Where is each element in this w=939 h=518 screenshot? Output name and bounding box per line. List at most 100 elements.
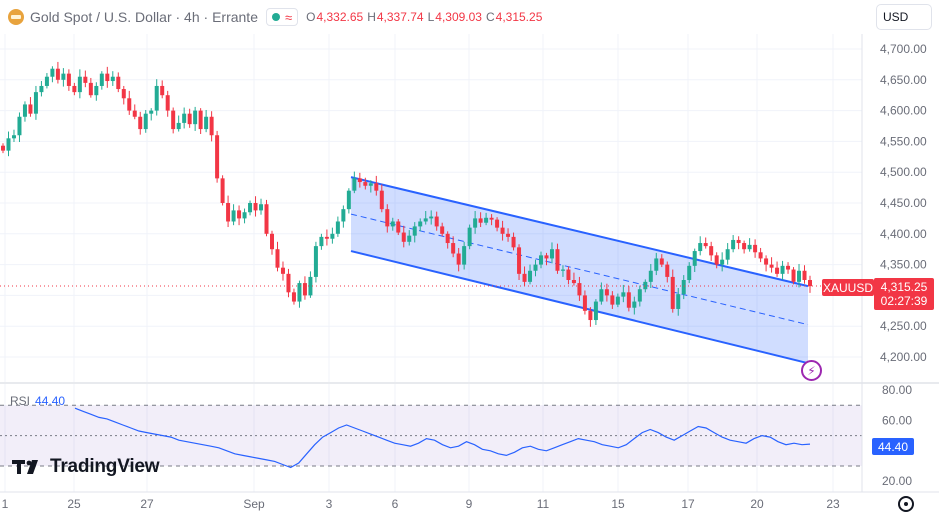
candle-body	[797, 270, 802, 282]
candle-body	[725, 249, 730, 260]
channel-fill	[351, 177, 808, 364]
candle-body	[489, 217, 494, 220]
candle-body	[758, 252, 763, 259]
candle-body	[280, 267, 285, 274]
candle-body	[215, 135, 220, 179]
candle-body	[264, 204, 269, 234]
candle-body	[588, 310, 593, 321]
time-tick-label: 9	[466, 497, 473, 511]
candle-body	[621, 292, 626, 297]
candle-body	[791, 269, 796, 282]
candle-body	[775, 267, 780, 274]
ohlc-low: L4,309.03	[427, 10, 482, 24]
candle-body	[171, 110, 176, 130]
candle-body	[220, 178, 225, 203]
symbol-title[interactable]: Gold Spot / U.S. Dollar · 4h · Errante	[30, 9, 258, 25]
waves-icon: ≈	[284, 9, 293, 25]
candle-body	[753, 244, 758, 253]
candle-body	[610, 295, 615, 305]
candle-body	[374, 183, 379, 191]
market-open-dot-icon	[271, 13, 280, 21]
candle-body	[94, 85, 99, 96]
time-tick-label: 6	[392, 497, 399, 511]
candle-body	[275, 249, 280, 268]
candle-body	[539, 255, 543, 265]
candle-body	[127, 98, 132, 111]
candle-body	[506, 233, 511, 237]
time-tick-label: 11	[537, 497, 550, 511]
candle-body	[670, 276, 675, 309]
price-tick-label: 4,550.00	[880, 134, 927, 148]
candle-body	[308, 276, 313, 296]
candle-body	[242, 212, 247, 219]
candle-body	[522, 273, 527, 282]
candle-body	[77, 76, 82, 93]
candle-body	[560, 269, 565, 271]
price-tick-label: 4,400.00	[880, 227, 927, 241]
tradingview-wordmark: TradingView	[50, 456, 160, 477]
candle-body	[764, 258, 769, 265]
candle-body	[412, 226, 417, 236]
candle-body	[484, 217, 489, 223]
time-tick-label: 23	[826, 497, 840, 511]
channel-lower-line	[350, 250, 809, 365]
ticker-tag: XAUUSD	[822, 279, 874, 296]
candle-body	[138, 116, 143, 130]
candle-body	[577, 283, 582, 296]
candle-body	[39, 85, 44, 93]
status-pill[interactable]: ≈	[265, 8, 299, 26]
gear-icon[interactable]	[898, 496, 914, 512]
candle-body	[385, 209, 390, 227]
price-tick-label: 4,700.00	[880, 42, 927, 56]
candle-body	[802, 270, 807, 280]
candle-body	[302, 283, 307, 296]
candle-body	[193, 110, 198, 125]
tradingview-brand[interactable]: TradingView	[12, 456, 160, 478]
candle-body	[676, 294, 681, 309]
candle-body	[330, 233, 335, 239]
time-tick-label: 17	[681, 497, 695, 511]
candle-body	[182, 113, 187, 123]
rsi-tick-label: 80.00	[882, 383, 912, 397]
candle-body	[209, 116, 214, 136]
candle-body	[566, 269, 571, 280]
candle-body	[1, 145, 5, 151]
candle-body	[401, 232, 406, 242]
candle-body	[593, 301, 598, 321]
candle-body	[615, 296, 620, 305]
candle-body	[204, 116, 209, 130]
candle-body	[407, 235, 412, 242]
candle-body	[88, 82, 93, 96]
time-tick-label: 3	[326, 497, 333, 511]
currency-button[interactable]: USD	[876, 4, 932, 30]
candle-body	[731, 239, 736, 250]
candle-body	[352, 178, 357, 191]
candle-body	[6, 138, 11, 151]
candle-body	[528, 270, 533, 282]
price-tag: 4,315.25 02:27:39	[874, 278, 934, 310]
candle-body	[259, 204, 264, 211]
price-axis: 4,200.004,250.004,300.004,350.004,400.00…	[861, 34, 927, 492]
candle-body	[363, 182, 368, 186]
rsi-legend[interactable]: RSI 44.40	[10, 394, 65, 408]
candle-body	[291, 292, 296, 302]
gold-coin-icon	[8, 9, 24, 25]
candle-body	[495, 219, 500, 228]
candle-body	[28, 104, 33, 114]
candle-body	[742, 243, 747, 250]
candle-body	[198, 110, 203, 130]
candle-body	[121, 89, 126, 99]
candle-body	[709, 246, 714, 256]
candle-body	[418, 221, 423, 227]
candle-body	[626, 292, 631, 308]
candle-body	[582, 295, 587, 311]
candle-body	[379, 190, 384, 210]
candle-body	[319, 236, 324, 247]
candle-body	[187, 113, 192, 125]
candle-body	[286, 273, 291, 293]
flash-icon[interactable]: ⚡	[801, 360, 822, 381]
price-tag-price: 4,315.25	[880, 280, 928, 294]
candle-body	[154, 85, 159, 111]
price-tag-countdown: 02:27:39	[880, 294, 928, 308]
